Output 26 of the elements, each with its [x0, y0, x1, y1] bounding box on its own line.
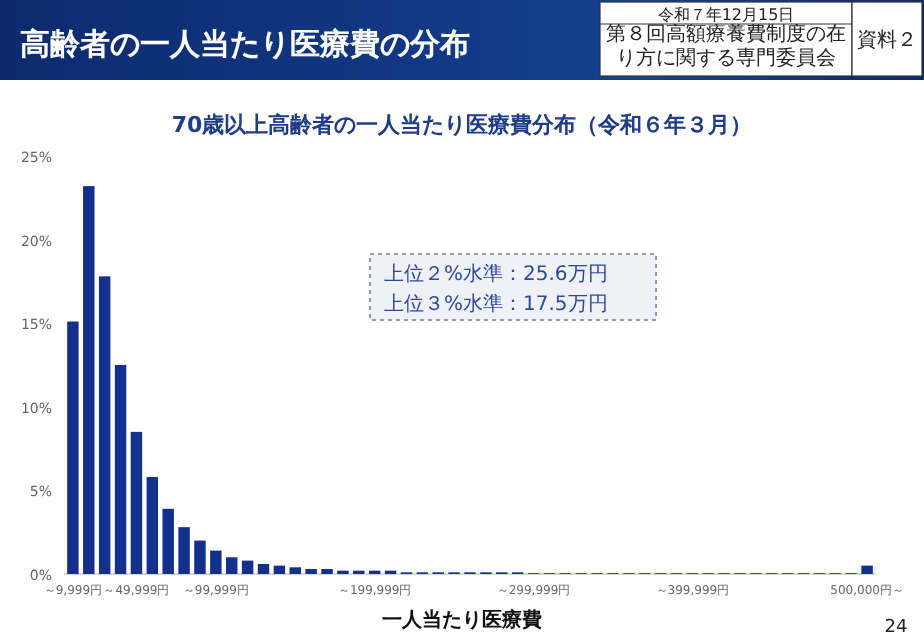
- chart-title: 高齢者の一人当たり医療費の分布: [20, 26, 470, 62]
- bar: [861, 565, 873, 574]
- bar: [241, 560, 254, 574]
- bar: [67, 321, 79, 574]
- x-axis-title: 一人当たり医療費: [382, 608, 542, 632]
- bar: [130, 431, 143, 574]
- bar: [273, 565, 286, 574]
- bar: [194, 540, 206, 574]
- bar: [289, 567, 301, 574]
- bar: [114, 365, 127, 574]
- text: 24: [884, 618, 908, 638]
- bar: [226, 557, 238, 574]
- annotation: 上位２%水準：25.6万円: [384, 262, 608, 286]
- chart-subtitle: 70歳以上高齢者の一人当たり医療費分布（令和６年３月）: [171, 112, 753, 138]
- bar: [98, 276, 111, 574]
- bar: [321, 568, 333, 574]
- bar: [257, 563, 270, 574]
- bar: [178, 527, 190, 574]
- text: 資料２: [857, 28, 917, 52]
- bar: [146, 477, 159, 574]
- bar: [162, 508, 174, 574]
- text: 令和７年12月15日: [657, 6, 795, 24]
- annotation: 上位３%水準：17.5万円: [384, 292, 608, 316]
- bar: [83, 186, 95, 574]
- bar: [305, 568, 317, 574]
- bar: [210, 550, 222, 574]
